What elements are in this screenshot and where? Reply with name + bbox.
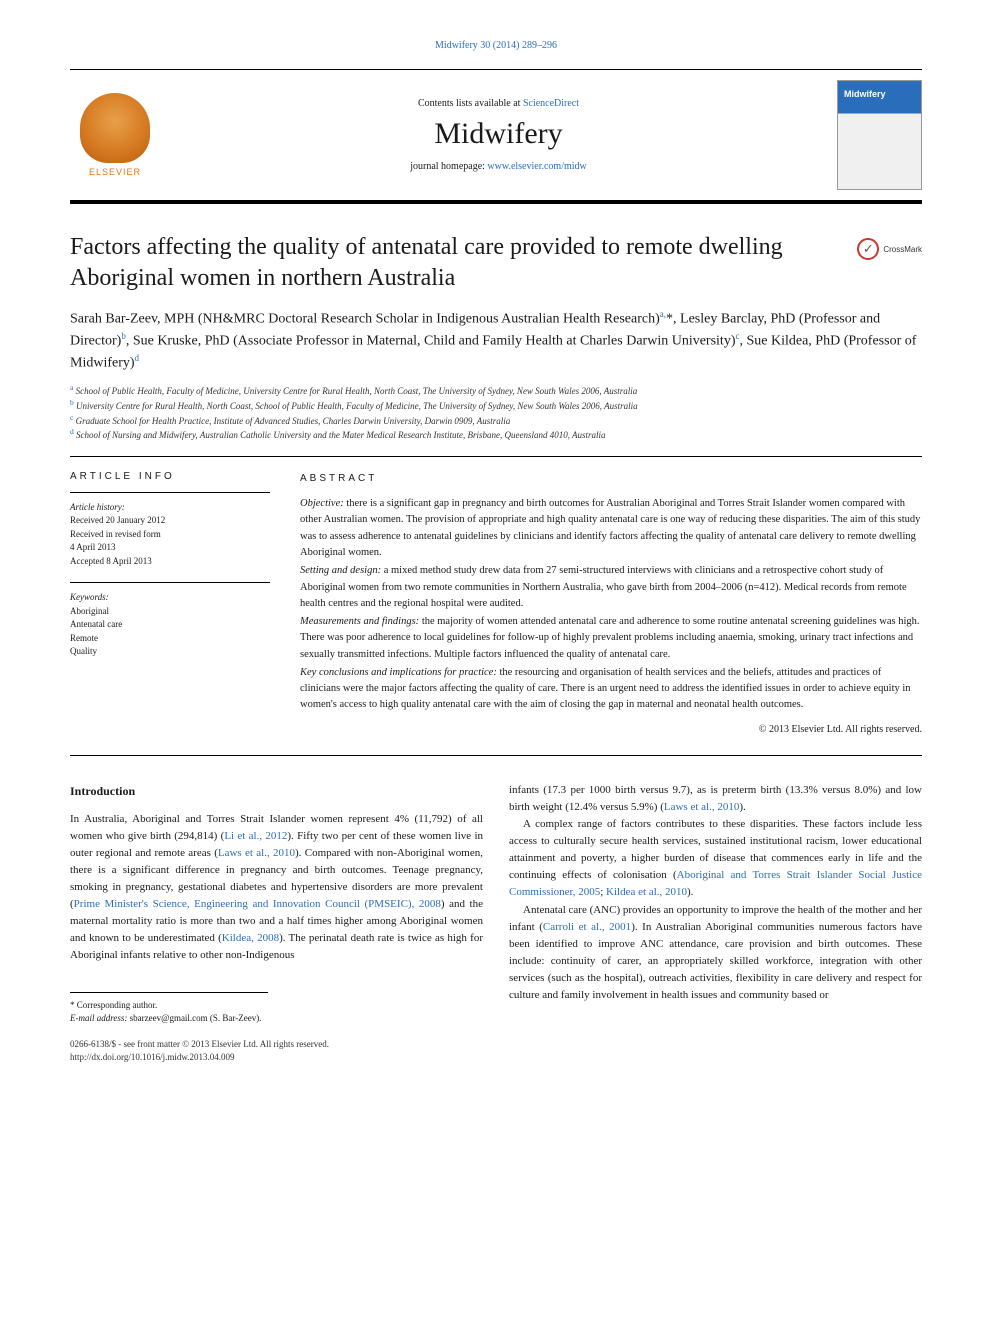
sciencedirect-link[interactable]: ScienceDirect (523, 98, 579, 109)
abstract-copyright: © 2013 Elsevier Ltd. All rights reserved… (300, 722, 922, 738)
running-head: Midwifery 30 (2014) 289–296 (70, 40, 922, 51)
doi-line[interactable]: http://dx.doi.org/10.1016/j.midw.2013.04… (70, 1051, 483, 1064)
keyword: Aboriginal (70, 605, 270, 619)
publisher-logo-text: ELSEVIER (89, 167, 141, 177)
publisher-logo: ELSEVIER (70, 85, 160, 185)
keywords-block: Keywords: AboriginalAntenatal careRemote… (70, 582, 270, 659)
affiliations: a School of Public Health, Faculty of Me… (70, 383, 922, 441)
body-paragraph: Antenatal care (ANC) provides an opportu… (509, 902, 922, 1004)
history-label: Article history: (70, 501, 270, 515)
section-heading-introduction: Introduction (70, 782, 483, 801)
article-title: Factors affecting the quality of antenat… (70, 232, 794, 294)
abstract-label: ABSTRACT (300, 471, 922, 487)
info-abstract-row: ARTICLE INFO Article history: Received 2… (70, 471, 922, 756)
article-info-label: ARTICLE INFO (70, 471, 270, 482)
email-line: E-mail address: sbarzeev@gmail.com (S. B… (70, 1012, 268, 1025)
abstract-paragraph: Objective: there is a significant gap in… (300, 496, 922, 561)
body-paragraph: In Australia, Aboriginal and Torres Stra… (70, 811, 483, 964)
crossmark-icon: ✓ (857, 238, 879, 260)
journal-name: Midwifery (160, 117, 837, 151)
right-column: infants (17.3 per 1000 birth versus 9.7)… (509, 782, 922, 1063)
footer-meta: 0266-6138/$ - see front matter © 2013 El… (70, 1038, 483, 1063)
body-paragraph: infants (17.3 per 1000 birth versus 9.7)… (509, 782, 922, 816)
running-head-link[interactable]: Midwifery 30 (2014) 289–296 (435, 40, 557, 51)
abstract-paragraph: Setting and design: a mixed method study… (300, 563, 922, 612)
keyword: Remote (70, 632, 270, 646)
email-label: E-mail address: (70, 1013, 127, 1023)
abstract-paragraph: Measurements and findings: the majority … (300, 614, 922, 663)
contents-line: Contents lists available at ScienceDirec… (160, 98, 837, 109)
divider (70, 456, 922, 457)
history-line: 4 April 2013 (70, 541, 270, 555)
author-list: Sarah Bar-Zeev, MPH (NH&MRC Doctoral Res… (70, 308, 922, 373)
contents-prefix: Contents lists available at (418, 98, 523, 109)
abstract: ABSTRACT Objective: there is a significa… (300, 471, 922, 737)
history-line: Accepted 8 April 2013 (70, 555, 270, 569)
title-block: Factors affecting the quality of antenat… (70, 232, 922, 294)
masthead: ELSEVIER Contents lists available at Sci… (70, 69, 922, 204)
abstract-paragraph: Key conclusions and implications for pra… (300, 665, 922, 714)
article-history: Article history: Received 20 January 201… (70, 492, 270, 569)
corresponding-email[interactable]: sbarzeev@gmail.com (S. Bar-Zeev). (130, 1013, 262, 1023)
homepage-prefix: journal homepage: (410, 161, 487, 172)
keyword: Antenatal care (70, 618, 270, 632)
affiliation-line: a School of Public Health, Faculty of Me… (70, 383, 922, 398)
article-info: ARTICLE INFO Article history: Received 2… (70, 471, 270, 737)
front-matter-line: 0266-6138/$ - see front matter © 2013 El… (70, 1038, 483, 1051)
affiliation-line: c Graduate School for Health Practice, I… (70, 413, 922, 428)
affiliation-line: d School of Nursing and Midwifery, Austr… (70, 427, 922, 442)
journal-cover-thumb (837, 80, 922, 190)
history-line: Received in revised form (70, 528, 270, 542)
homepage-url[interactable]: www.elsevier.com/midw (487, 161, 586, 172)
crossmark-label: CrossMark (883, 245, 922, 254)
elsevier-tree-icon (80, 93, 150, 163)
footnotes: * Corresponding author. E-mail address: … (70, 992, 268, 1024)
keywords-label: Keywords: (70, 591, 270, 605)
crossmark-badge[interactable]: ✓ CrossMark (857, 238, 922, 260)
masthead-center: Contents lists available at ScienceDirec… (160, 98, 837, 172)
homepage-line: journal homepage: www.elsevier.com/midw (160, 161, 837, 172)
left-column: Introduction In Australia, Aboriginal an… (70, 782, 483, 1063)
body-columns: Introduction In Australia, Aboriginal an… (70, 782, 922, 1063)
keyword: Quality (70, 645, 270, 659)
affiliation-line: b University Centre for Rural Health, No… (70, 398, 922, 413)
corresponding-note: * Corresponding author. (70, 999, 268, 1012)
history-line: Received 20 January 2012 (70, 514, 270, 528)
body-paragraph: A complex range of factors contributes t… (509, 816, 922, 901)
